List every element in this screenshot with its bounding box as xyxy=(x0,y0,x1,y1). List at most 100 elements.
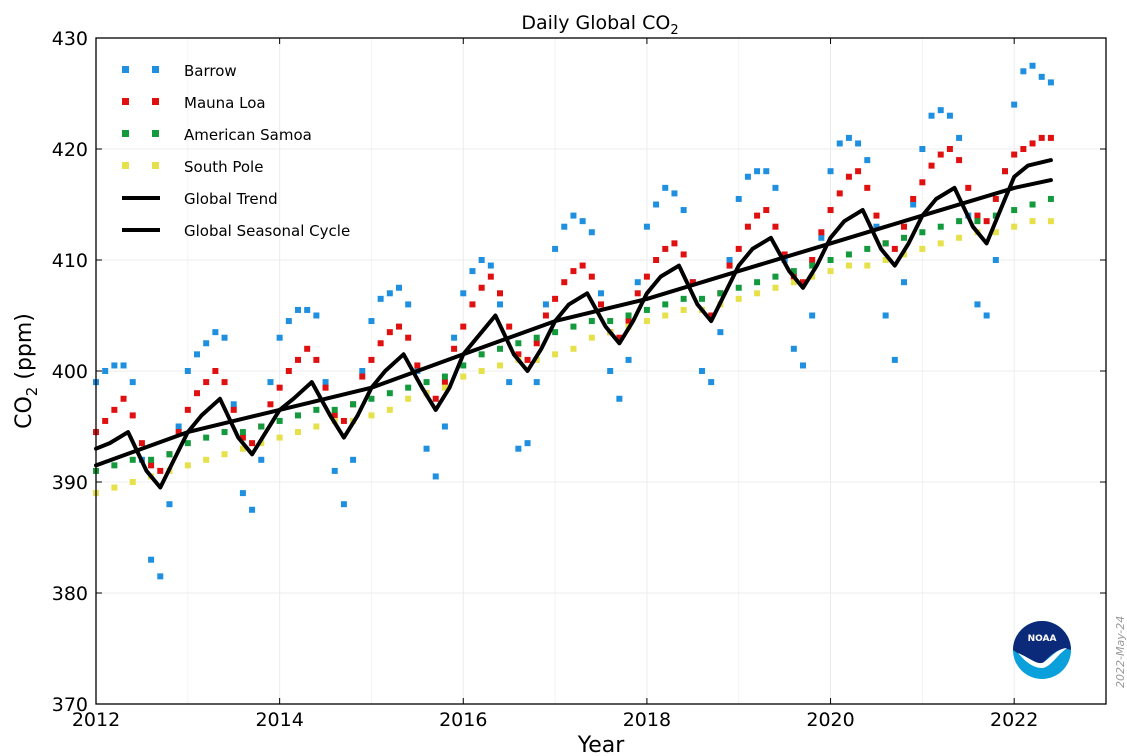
point-barrow xyxy=(864,157,871,164)
point-barrow xyxy=(882,312,889,319)
point-south-pole xyxy=(643,318,650,325)
point-mauna-loa xyxy=(634,290,641,297)
point-barrow xyxy=(790,345,797,352)
point-american-samoa xyxy=(166,451,173,458)
point-american-samoa xyxy=(772,273,779,280)
point-mauna-loa xyxy=(542,312,549,319)
point-barrow xyxy=(295,306,301,313)
point-american-samoa xyxy=(313,406,320,413)
point-barrow xyxy=(1011,101,1018,108)
point-american-samoa xyxy=(588,318,595,325)
point-barrow xyxy=(671,190,678,197)
x-tick-label: 2022 xyxy=(990,709,1038,731)
point-american-samoa xyxy=(956,218,963,225)
point-barrow xyxy=(579,218,586,225)
point-mauna-loa xyxy=(680,251,687,258)
point-mauna-loa xyxy=(102,417,109,424)
point-mauna-loa xyxy=(414,362,421,369)
point-south-pole xyxy=(460,373,467,380)
point-barrow xyxy=(340,501,347,508)
point-barrow xyxy=(506,379,513,386)
legend-marker-mauna-loa xyxy=(152,98,159,105)
point-south-pole xyxy=(937,240,944,247)
point-mauna-loa xyxy=(405,334,412,341)
point-american-samoa xyxy=(552,329,559,336)
point-south-pole xyxy=(386,406,393,413)
y-tick-label: 390 xyxy=(52,472,88,494)
point-mauna-loa xyxy=(570,268,577,275)
point-mauna-loa xyxy=(708,312,715,319)
point-mauna-loa xyxy=(919,179,926,186)
point-barrow xyxy=(1020,68,1027,75)
point-mauna-loa xyxy=(965,184,972,191)
point-south-pole xyxy=(735,295,742,302)
point-barrow xyxy=(331,467,338,474)
point-mauna-loa xyxy=(946,146,953,152)
point-south-pole xyxy=(588,334,595,341)
point-barrow xyxy=(542,301,549,308)
point-american-samoa xyxy=(864,245,871,252)
point-american-samoa xyxy=(497,345,503,352)
point-mauna-loa xyxy=(111,406,118,413)
point-barrow xyxy=(157,573,164,580)
point-south-pole xyxy=(570,345,577,352)
point-south-pole xyxy=(313,423,320,430)
point-american-samoa xyxy=(625,312,632,319)
point-mauna-loa xyxy=(726,262,733,269)
x-tick-label: 2018 xyxy=(623,709,671,731)
point-mauna-loa xyxy=(120,395,127,402)
point-mauna-loa xyxy=(497,290,503,297)
point-barrow xyxy=(827,168,834,175)
point-barrow xyxy=(533,379,540,386)
point-south-pole xyxy=(221,451,228,458)
point-mauna-loa xyxy=(239,434,246,441)
point-american-samoa xyxy=(735,284,742,291)
y-tick-label: 370 xyxy=(52,694,88,716)
point-mauna-loa xyxy=(763,207,770,214)
point-mauna-loa xyxy=(928,162,935,169)
point-barrow xyxy=(405,301,412,308)
chart-title-subscript: 2 xyxy=(670,23,678,38)
legend-label-barrow: Barrow xyxy=(184,62,237,80)
point-american-samoa xyxy=(845,251,852,258)
point-mauna-loa xyxy=(295,356,301,363)
point-american-samoa xyxy=(882,240,889,247)
point-barrow xyxy=(175,423,182,430)
point-mauna-loa xyxy=(221,379,228,386)
point-mauna-loa xyxy=(203,379,210,386)
legend-label-south-pole: South Pole xyxy=(184,158,263,176)
point-american-samoa xyxy=(662,301,669,308)
point-barrow xyxy=(423,445,430,452)
point-american-samoa xyxy=(295,412,301,419)
point-barrow xyxy=(102,368,109,374)
point-barrow xyxy=(258,456,265,463)
point-south-pole xyxy=(368,412,375,419)
y-tick-label: 420 xyxy=(52,139,88,161)
point-mauna-loa xyxy=(653,257,660,263)
point-american-samoa xyxy=(111,462,118,469)
point-south-pole xyxy=(790,279,797,286)
point-mauna-loa xyxy=(625,318,632,325)
axis-ticks: 2012 2014 2016 2018 2020 2022 370 380 390 400 410 4… xyxy=(52,28,1106,731)
point-south-pole xyxy=(478,368,485,374)
point-american-samoa xyxy=(1011,207,1018,214)
point-mauna-loa xyxy=(891,245,898,252)
point-barrow xyxy=(524,440,531,447)
point-barrow xyxy=(845,134,852,141)
point-barrow xyxy=(1029,62,1036,69)
y-tick-label: 400 xyxy=(52,361,88,383)
point-barrow xyxy=(359,368,366,374)
legend-label-american-samoa: American Samoa xyxy=(184,126,312,144)
noaa-logo-text: NOAA xyxy=(1028,634,1057,644)
point-mauna-loa xyxy=(533,340,540,347)
chart-title: Daily Global CO2 xyxy=(521,12,678,38)
point-mauna-loa xyxy=(561,279,568,286)
point-american-samoa xyxy=(607,318,614,325)
point-mauna-loa xyxy=(598,301,604,308)
point-barrow xyxy=(212,329,219,336)
point-american-samoa xyxy=(515,340,522,347)
point-mauna-loa xyxy=(1047,134,1054,141)
point-barrow xyxy=(772,184,779,191)
x-tick-label: 2016 xyxy=(439,709,487,731)
